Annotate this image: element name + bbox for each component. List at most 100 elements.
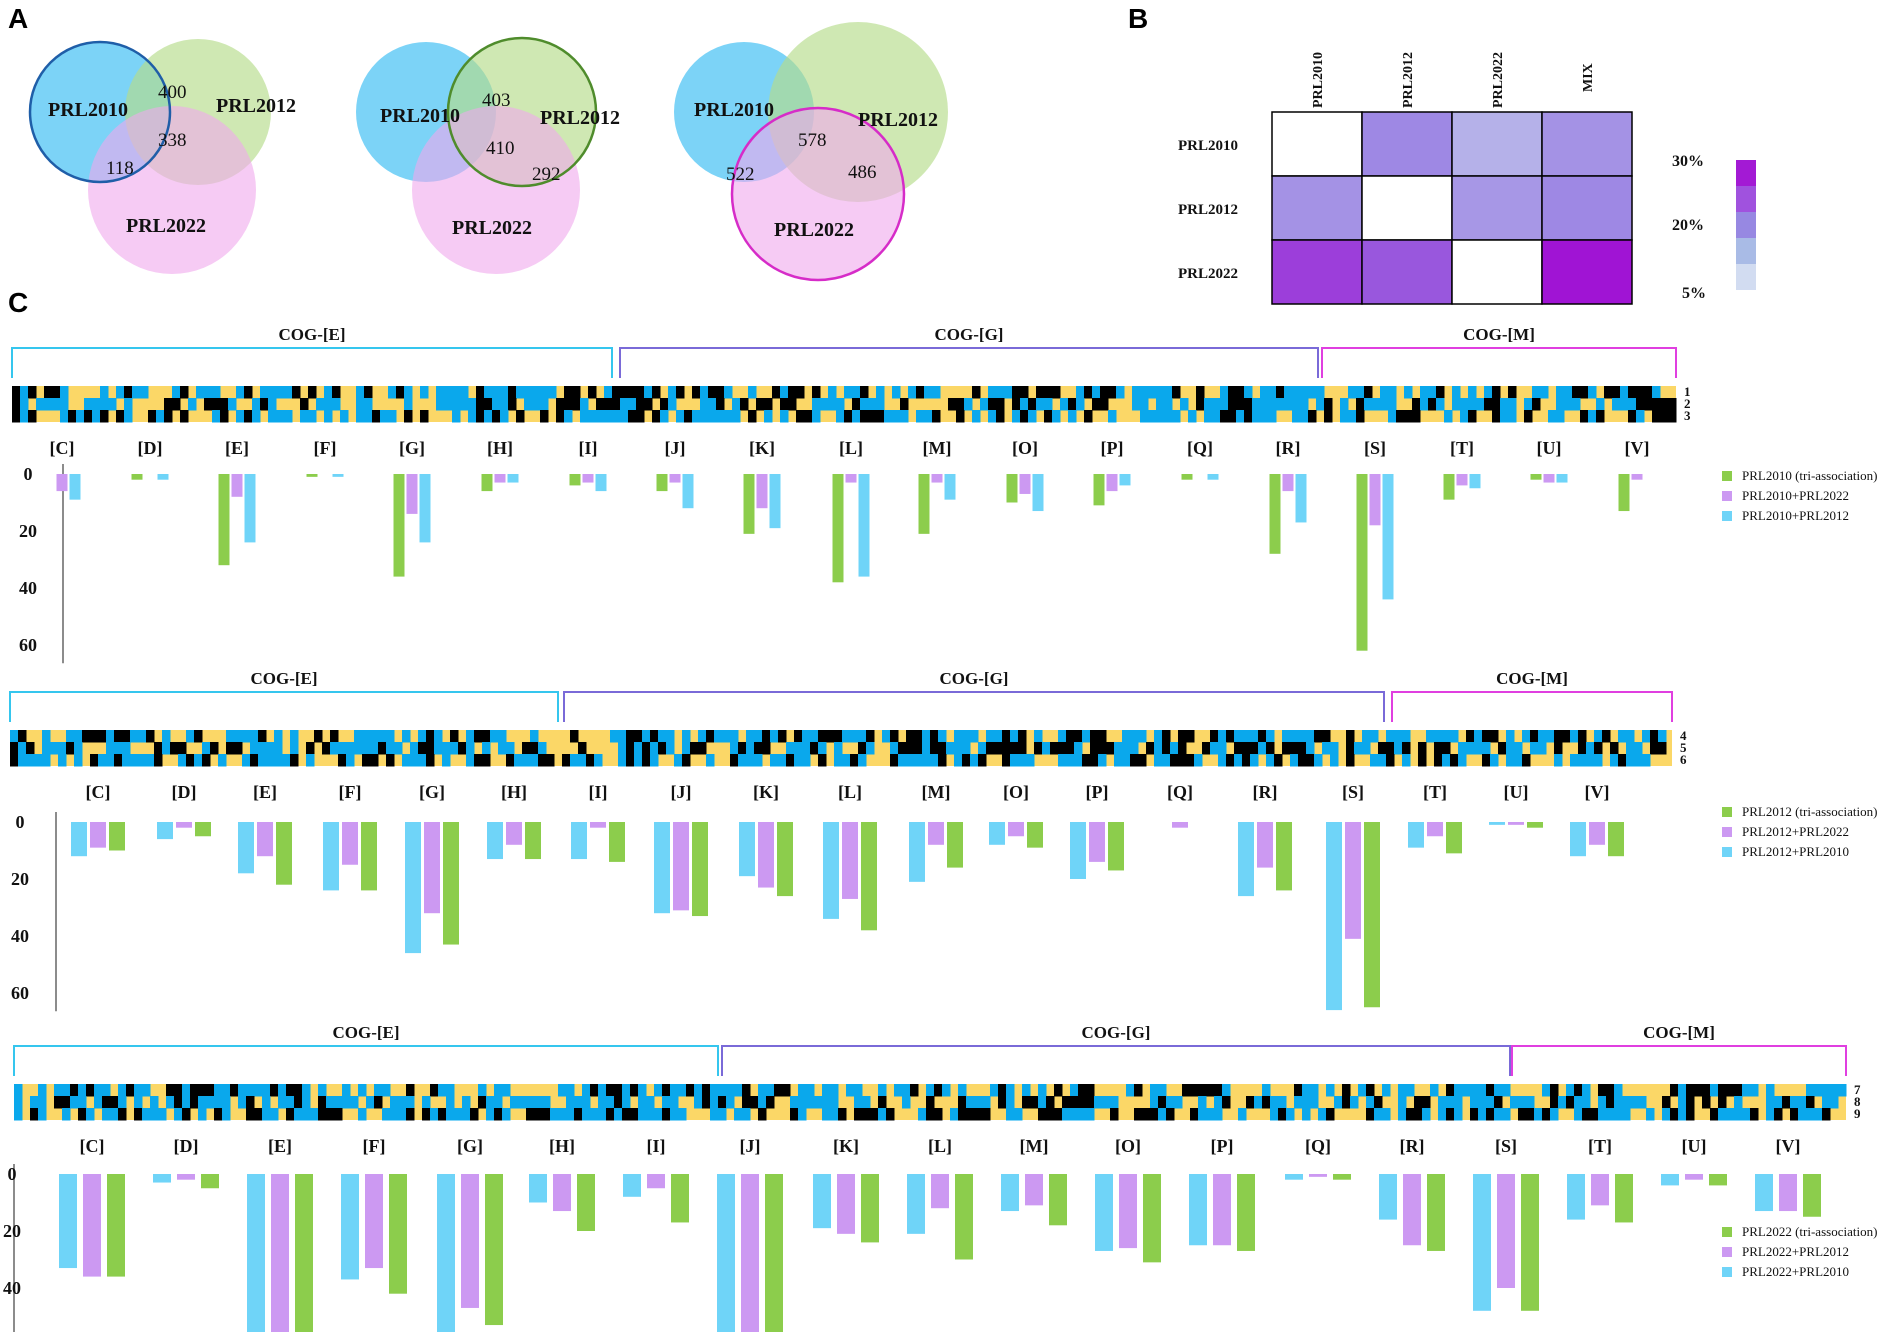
strip-cell — [1348, 386, 1357, 399]
strip-cell — [1284, 398, 1293, 411]
strip-cell — [1298, 730, 1307, 743]
strip-cell — [1062, 1108, 1071, 1121]
strip-cell — [754, 742, 763, 755]
strip-cell — [1418, 754, 1427, 767]
heatmap-cell — [1451, 175, 1543, 241]
strip-cell — [452, 398, 461, 411]
strip-cell — [748, 386, 757, 399]
strip-cell — [990, 1084, 999, 1097]
strip-cell — [622, 1108, 631, 1121]
strip-cell — [836, 398, 845, 411]
strip-cell — [310, 1108, 319, 1121]
strip-cell — [1394, 730, 1403, 743]
strip-cell — [1492, 410, 1501, 423]
strip-cell — [980, 398, 989, 411]
strip-cell — [294, 1084, 303, 1097]
strip-cell — [1108, 410, 1117, 423]
strip-cell — [1484, 398, 1493, 411]
strip-cell — [1172, 386, 1181, 399]
bar-purple — [1543, 474, 1555, 483]
strip-cell — [1556, 410, 1565, 423]
strip-cell — [1180, 398, 1189, 411]
strip-cell — [1068, 410, 1077, 423]
category-label: [S] — [1364, 438, 1386, 458]
strip-cell — [1378, 742, 1387, 755]
strip-cell — [1774, 1108, 1783, 1121]
strip-cell — [398, 1096, 407, 1109]
strip-cell — [1164, 386, 1173, 399]
strip-cell — [420, 410, 429, 423]
legend-label: PRL2022+PRL2012 — [1742, 1244, 1849, 1259]
strip-cell — [1428, 398, 1437, 411]
strip-cell — [444, 398, 453, 411]
venn-highlight-ring — [28, 40, 172, 184]
strip-cell — [924, 410, 933, 423]
strip-cell — [1470, 1108, 1479, 1121]
strip-cell — [718, 1084, 727, 1097]
strip-cell — [1838, 1084, 1847, 1097]
strip-cell — [76, 410, 85, 423]
strip-cell — [362, 730, 371, 743]
strip-cell — [1020, 410, 1029, 423]
y-tick-label: 20 — [19, 521, 37, 541]
strip-cell — [650, 754, 659, 767]
bar-green — [1333, 1174, 1351, 1180]
strip-cell — [1258, 730, 1267, 743]
strip-cell — [724, 386, 733, 399]
strip-cell — [118, 1096, 127, 1109]
cog-presence-strip — [10, 730, 1672, 767]
venn-label-prl2010: PRL2010 — [694, 99, 774, 121]
strip-cell — [742, 1084, 751, 1097]
strip-cell — [1572, 386, 1581, 399]
strip-cell — [1388, 410, 1397, 423]
strip-cell — [1156, 398, 1165, 411]
strip-cell — [446, 1108, 455, 1121]
strip-cell — [1420, 398, 1429, 411]
strip-cell — [682, 742, 691, 755]
strip-cell — [1636, 386, 1645, 399]
strip-cell — [1292, 386, 1301, 399]
venn-count-bc: 292 — [532, 164, 561, 185]
venn-diagram-2: PRL2010 PRL2012 PRL2022 403 410 292 — [356, 36, 620, 274]
strip-cell — [1570, 730, 1579, 743]
y-tick-label: 0 — [8, 1164, 17, 1184]
bar-purple — [1089, 822, 1105, 862]
strip-cell — [1026, 754, 1035, 767]
strip-cell — [174, 1108, 183, 1121]
strip-cell — [1830, 1084, 1839, 1097]
strip-cell — [1636, 410, 1645, 423]
strip-cell — [828, 386, 837, 399]
strip-cell — [838, 1108, 847, 1121]
strip-cell — [1558, 1096, 1567, 1109]
strip-cell — [630, 1108, 639, 1121]
strip-cell — [1466, 730, 1475, 743]
strip-cell — [522, 754, 531, 767]
strip-cell — [14, 1096, 23, 1109]
strip-cell — [1370, 754, 1379, 767]
bar-green — [443, 822, 459, 945]
strip-cell — [1658, 742, 1667, 755]
strip-cell — [1214, 1108, 1223, 1121]
bar-cyan — [238, 822, 254, 874]
strip-cell — [236, 386, 245, 399]
strip-cell — [948, 398, 957, 411]
cog-bracket — [11, 347, 613, 378]
strip-cell — [614, 1084, 623, 1097]
strip-cell — [654, 1084, 663, 1097]
strip-cell — [780, 410, 789, 423]
strip-cell — [1130, 742, 1139, 755]
bar-green — [1364, 822, 1380, 1008]
strip-cell — [558, 1108, 567, 1121]
strip-cell — [830, 1108, 839, 1121]
strip-cell — [1278, 1108, 1287, 1121]
strip-cell — [668, 398, 677, 411]
strip-cell — [564, 410, 573, 423]
strip-cell — [1354, 742, 1363, 755]
strip-cell — [812, 398, 821, 411]
strip-cell — [388, 410, 397, 423]
strip-cell — [684, 410, 693, 423]
strip-cell — [1010, 730, 1019, 743]
category-label: [R] — [1253, 782, 1278, 802]
strip-cell — [806, 1084, 815, 1097]
strip-cell — [1062, 1096, 1071, 1109]
